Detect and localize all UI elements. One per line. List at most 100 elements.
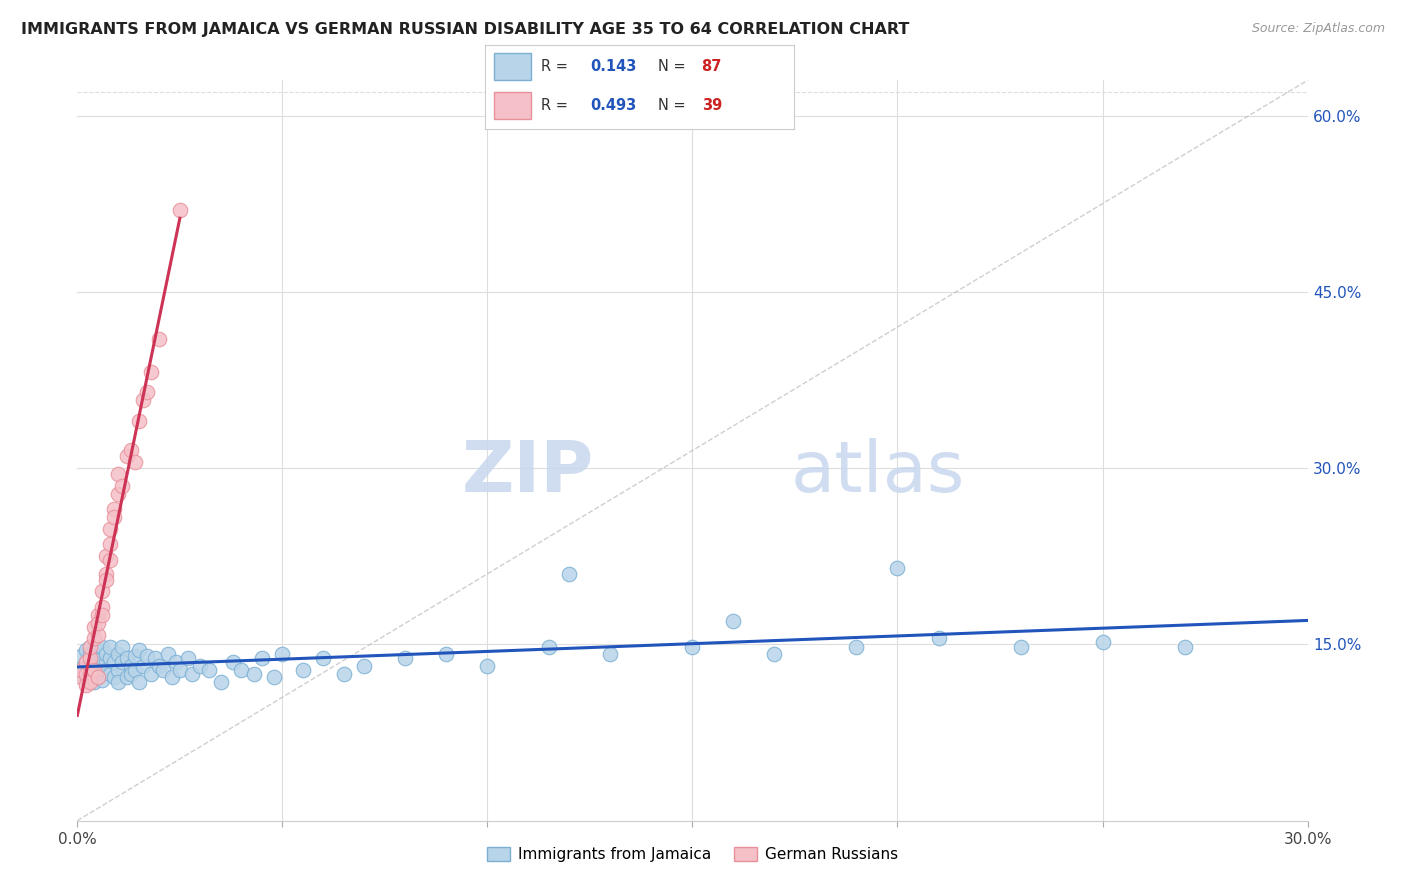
Point (177, 651, 200, 665)
Point (143, 651, 166, 665)
Point (79, 675, 101, 690)
Point (197, 663, 219, 677)
Point (70, 661, 93, 675)
Text: R =: R = (541, 98, 572, 113)
Point (148, 658, 170, 673)
Point (312, 651, 335, 665)
Point (107, 675, 129, 690)
Point (222, 655, 245, 669)
Point (79, 647, 101, 661)
Point (87, 658, 110, 673)
Point (115, 670, 138, 684)
Point (98, 666, 121, 681)
Point (165, 655, 187, 669)
Point (1174, 640, 1197, 654)
Point (103, 655, 125, 669)
Point (128, 675, 150, 690)
Point (87, 649, 110, 664)
Point (120, 443, 142, 458)
Point (132, 392, 155, 407)
Point (124, 455, 146, 469)
Point (250, 651, 273, 665)
Text: 0.493: 0.493 (591, 98, 637, 113)
Point (87, 670, 110, 684)
Point (537, 640, 560, 654)
Point (83, 620, 105, 634)
Text: R =: R = (541, 59, 572, 74)
Point (75, 666, 97, 681)
Point (169, 663, 191, 677)
Point (124, 649, 146, 664)
Point (98, 522, 121, 536)
Point (98, 651, 121, 665)
Point (98, 640, 121, 654)
Bar (495, 54, 531, 80)
Point (115, 651, 138, 665)
Point (181, 666, 204, 681)
Point (79, 673, 101, 687)
Point (333, 666, 356, 681)
Point (148, 332, 170, 346)
Point (83, 655, 105, 669)
Text: 39: 39 (702, 98, 721, 113)
Point (98, 553, 121, 567)
Point (141, 666, 163, 681)
Point (90, 673, 114, 687)
Point (558, 566, 581, 581)
Point (90, 640, 114, 654)
Point (291, 663, 314, 677)
Point (152, 663, 174, 677)
Point (83, 643, 105, 657)
Point (111, 655, 134, 669)
Point (83, 675, 105, 690)
Point (120, 666, 142, 681)
Point (70, 649, 93, 664)
Point (87, 643, 110, 657)
Point (79, 666, 101, 681)
Point (83, 632, 105, 646)
Point (83, 663, 105, 677)
Point (1010, 640, 1032, 654)
Point (188, 658, 212, 673)
Point (103, 502, 125, 516)
Point (90, 599, 114, 614)
Point (394, 651, 416, 665)
Point (128, 414, 150, 428)
Point (107, 467, 129, 481)
Point (231, 663, 253, 677)
Point (723, 614, 745, 628)
Point (103, 670, 125, 684)
Text: Source: ZipAtlas.com: Source: ZipAtlas.com (1251, 22, 1385, 36)
Point (87, 661, 110, 675)
Text: N =: N = (658, 98, 690, 113)
Point (75, 655, 97, 669)
Point (132, 658, 155, 673)
Point (928, 632, 950, 646)
Point (70, 670, 93, 684)
Point (682, 640, 704, 654)
Text: IMMIGRANTS FROM JAMAICA VS GERMAN RUSSIAN DISABILITY AGE 35 TO 64 CORRELATION CH: IMMIGRANTS FROM JAMAICA VS GERMAN RUSSIA… (21, 22, 910, 37)
Point (75, 655, 97, 669)
Legend: Immigrants from Jamaica, German Russians: Immigrants from Jamaica, German Russians (481, 841, 904, 869)
Point (477, 658, 499, 673)
Point (75, 670, 97, 684)
Point (115, 450, 138, 464)
Point (87, 628, 110, 642)
Point (94, 647, 117, 661)
Point (107, 663, 129, 677)
Text: 87: 87 (702, 59, 721, 74)
Point (128, 643, 150, 657)
Point (886, 561, 908, 575)
Point (111, 640, 134, 654)
Point (136, 384, 159, 399)
Point (90, 651, 114, 665)
Point (271, 647, 294, 661)
Point (75, 678, 97, 692)
Bar (495, 92, 531, 120)
Point (103, 510, 125, 524)
Point (94, 573, 117, 587)
Point (79, 640, 101, 654)
Point (845, 640, 868, 654)
Point (90, 584, 114, 599)
Point (160, 670, 183, 684)
